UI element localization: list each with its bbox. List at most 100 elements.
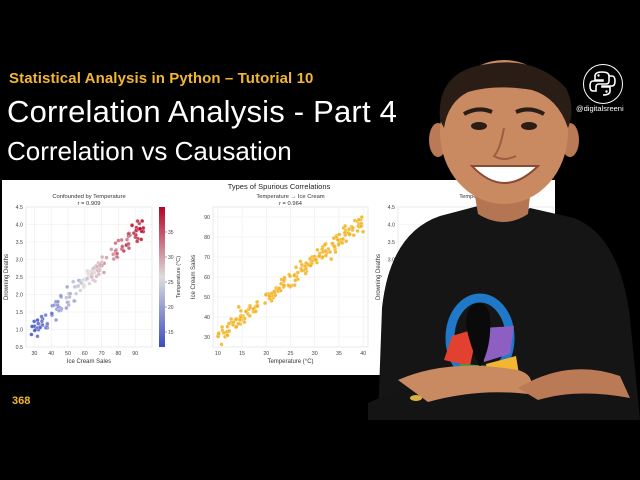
series-title: Statistical Analysis in Python – Tutoria… (9, 70, 314, 87)
data-point (272, 289, 277, 294)
data-point (135, 239, 140, 244)
data-point (135, 219, 140, 224)
main-title: Correlation Analysis - Part 4 (7, 94, 398, 129)
data-point (126, 231, 131, 236)
data-point (242, 320, 247, 325)
x-tick-label: 35 (336, 351, 342, 357)
y-tick-label: 90 (204, 215, 210, 221)
data-point (49, 311, 54, 316)
panel-title: Confounded by Temperature (52, 194, 125, 200)
data-point (72, 298, 77, 303)
python-logo-icon (589, 71, 616, 96)
data-point (344, 239, 349, 244)
data-point (295, 270, 300, 275)
data-point (40, 323, 45, 328)
data-point (100, 255, 105, 260)
data-point (66, 302, 71, 308)
data-point (340, 240, 345, 245)
x-tick-label: 30 (312, 351, 318, 357)
data-point (45, 321, 50, 326)
data-point (140, 218, 145, 224)
data-point (32, 319, 37, 324)
data-point (263, 292, 268, 297)
y-tick-label: 3.5 (388, 240, 395, 246)
y-tick-label: 3.0 (388, 258, 395, 264)
data-point (236, 321, 241, 326)
data-point (101, 270, 106, 275)
data-point (350, 225, 355, 230)
data-point (340, 237, 345, 242)
y-tick-label: 2.0 (16, 293, 23, 299)
x-tick-label: 50 (65, 351, 71, 357)
data-point (303, 271, 308, 276)
panel-title: Temperature → Ice Cream (256, 194, 324, 200)
data-point (263, 301, 268, 306)
y-tick-label: 1.0 (16, 328, 23, 334)
y-tick-label: 2.5 (16, 275, 23, 281)
colorbar-label: Temperature (°C) (176, 256, 182, 298)
data-point (281, 277, 286, 282)
data-point (332, 244, 337, 249)
colorbar-tick-label: 35 (168, 230, 174, 236)
y-axis-label: Drowning Deaths (376, 254, 382, 300)
data-point (292, 273, 297, 278)
y-tick-label: 4.5 (16, 205, 23, 211)
y-tick-label: 60 (204, 275, 210, 281)
data-point (286, 283, 291, 288)
y-tick-label: 50 (204, 295, 210, 301)
x-tick-label: 90 (132, 351, 138, 357)
data-point (229, 316, 234, 322)
data-point (293, 278, 298, 283)
y-tick-label: 3.0 (16, 258, 23, 264)
data-point (359, 224, 364, 229)
data-point (131, 231, 136, 236)
data-point (36, 321, 41, 326)
data-point (313, 257, 318, 262)
data-point (342, 230, 347, 235)
sub-title: Correlation vs Causation (7, 136, 292, 166)
data-point (267, 294, 272, 299)
channel-handle: @digitalsreeni (576, 104, 624, 113)
data-point (111, 257, 116, 262)
x-axis-label: Ice Cream Sales (67, 359, 111, 365)
data-point (320, 249, 325, 254)
data-point (64, 306, 69, 311)
data-point (129, 223, 135, 228)
data-point (225, 333, 230, 338)
data-point (231, 322, 236, 327)
colorbar-tick-label: 20 (168, 305, 174, 311)
data-point (39, 319, 44, 324)
colorbar-tick-label: 25 (168, 280, 174, 286)
y-tick-label: 3.5 (16, 240, 23, 246)
data-point (74, 291, 79, 296)
data-point (251, 307, 256, 312)
channel-logo (583, 64, 623, 104)
data-point (90, 270, 95, 275)
data-point (79, 280, 84, 285)
data-point (59, 306, 64, 311)
data-point (87, 281, 92, 286)
episode-number: 368 (12, 395, 31, 407)
data-point (71, 279, 76, 284)
x-tick-label: 60 (82, 351, 88, 357)
data-point (93, 279, 98, 284)
data-point (281, 283, 286, 288)
data-point (359, 215, 364, 220)
data-point (221, 330, 226, 335)
data-point (322, 242, 327, 247)
panel-annotation: r = 0.909 (77, 201, 100, 207)
data-point (121, 248, 126, 254)
data-point (304, 261, 309, 266)
data-point (54, 317, 59, 323)
x-tick-label: 40 (360, 351, 366, 357)
data-point (96, 272, 101, 277)
data-point (330, 241, 335, 246)
data-point (139, 237, 144, 242)
data-point (308, 263, 313, 268)
data-point (356, 217, 361, 222)
data-point (255, 304, 260, 309)
data-point (227, 329, 232, 334)
data-point (30, 324, 35, 329)
